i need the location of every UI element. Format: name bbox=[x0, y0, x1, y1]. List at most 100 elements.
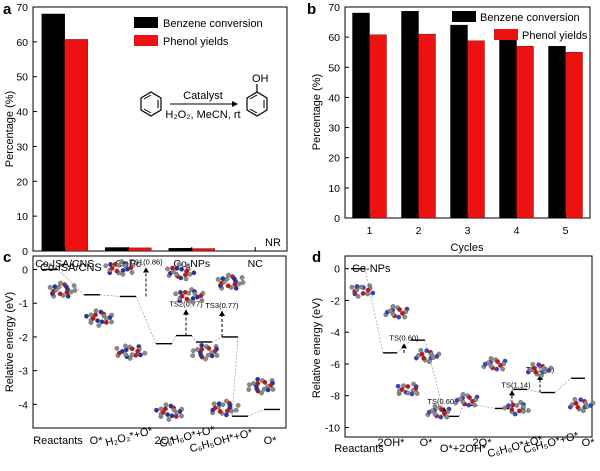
atom bbox=[498, 363, 503, 368]
atom bbox=[430, 355, 436, 360]
xtick-label: 2O* bbox=[473, 437, 493, 449]
atom bbox=[516, 408, 522, 414]
ytick-label: 0 bbox=[334, 213, 340, 225]
atom bbox=[584, 404, 590, 409]
bar-phenol-yield bbox=[565, 52, 583, 219]
ytick-label: -4 bbox=[19, 399, 28, 411]
atom bbox=[400, 311, 405, 316]
atom bbox=[572, 397, 578, 402]
atom bbox=[191, 270, 197, 276]
connector-line bbox=[247, 409, 265, 417]
atom bbox=[355, 294, 361, 299]
ytick-label: 60 bbox=[16, 37, 28, 49]
atom bbox=[179, 413, 184, 419]
bar-benzene-conversion bbox=[499, 30, 517, 219]
atom bbox=[163, 406, 168, 412]
atom bbox=[224, 276, 230, 282]
connector-line bbox=[231, 336, 239, 417]
atom bbox=[402, 314, 408, 320]
atom bbox=[220, 402, 226, 408]
atom bbox=[93, 312, 98, 318]
sheet-2o-icon bbox=[154, 402, 185, 422]
atom bbox=[174, 271, 179, 277]
atom bbox=[187, 272, 193, 277]
bar-benzene-conversion bbox=[352, 12, 370, 219]
atom bbox=[72, 288, 78, 293]
atom bbox=[103, 320, 109, 325]
atom bbox=[160, 409, 166, 415]
atom bbox=[390, 304, 396, 309]
connector-line bbox=[135, 296, 157, 344]
atom bbox=[173, 414, 179, 419]
bar-phenol-yield bbox=[467, 40, 485, 219]
sheet-c6h6o-icon bbox=[190, 343, 220, 362]
legend-swatch-phenol bbox=[134, 35, 158, 46]
atom bbox=[116, 262, 122, 268]
ytick-label: -2 bbox=[19, 332, 28, 344]
ytick-label: -3 bbox=[19, 366, 28, 378]
atom bbox=[521, 409, 526, 414]
atom bbox=[442, 411, 447, 416]
ts-label: TS3(0.77) bbox=[205, 301, 239, 310]
atom bbox=[165, 412, 170, 417]
atom bbox=[58, 280, 63, 286]
ytick-label: 60 bbox=[328, 32, 340, 44]
atom bbox=[427, 359, 432, 365]
atom bbox=[108, 262, 113, 267]
legend-label-benzene: Benzene conversion bbox=[163, 18, 263, 30]
panel-d-energy-profile: TS(0.60) TS(0.60) TS(1.14) TS(1.11) bbox=[351, 268, 585, 418]
atom bbox=[84, 313, 89, 319]
atom bbox=[365, 291, 370, 297]
ts-label: TS1(0.86) bbox=[129, 257, 163, 266]
panel-d: d Relative energy (eV) Co-NPs 0 -2 -4 -6 -8 -… bbox=[311, 249, 596, 460]
panel-c-energy-profile: TS1(0.86) TS2(0.77) TS3(0.77) bbox=[42, 257, 280, 417]
atom bbox=[119, 349, 125, 354]
atom bbox=[225, 408, 230, 414]
sheet-c6h5oh-icon bbox=[210, 398, 241, 418]
atom bbox=[103, 263, 109, 269]
atom bbox=[270, 387, 276, 392]
atom bbox=[255, 377, 261, 382]
atom bbox=[542, 369, 548, 374]
panel-c: c Relative energy (eV) Co-ISA/CNS 0 -1 -2 -… bbox=[3, 249, 287, 455]
atom bbox=[229, 408, 234, 414]
connector-line bbox=[171, 335, 177, 344]
panel-c-ylabel: Relative energy (eV) bbox=[4, 292, 16, 392]
atom bbox=[120, 268, 126, 273]
xtick-label: 2OH* bbox=[378, 437, 406, 449]
atom bbox=[235, 403, 241, 408]
atom bbox=[64, 289, 70, 295]
ts-label: TS(1.14) bbox=[501, 380, 531, 389]
atom bbox=[198, 352, 204, 358]
bar-benzene-conversion bbox=[41, 13, 65, 252]
bar-phenol-yield bbox=[418, 33, 436, 219]
atom bbox=[530, 362, 536, 367]
atom bbox=[88, 312, 94, 318]
atom bbox=[390, 311, 396, 317]
atom bbox=[533, 369, 539, 375]
atom bbox=[439, 407, 444, 412]
atom bbox=[135, 348, 141, 354]
ytick-label: 50 bbox=[328, 62, 340, 74]
connector-line bbox=[458, 405, 464, 417]
ytick-label: 0 bbox=[22, 246, 28, 258]
xtick-label: O* bbox=[582, 437, 596, 449]
atom bbox=[360, 291, 366, 296]
legend-swatch-phenol bbox=[494, 29, 518, 40]
atom bbox=[521, 404, 526, 410]
xtick-label: O* bbox=[264, 435, 278, 447]
atom bbox=[506, 403, 511, 409]
atom bbox=[354, 284, 360, 289]
atom bbox=[432, 411, 438, 417]
xtick-label: Co-ISA/CNS bbox=[35, 258, 94, 270]
ytick-label: 0 bbox=[22, 264, 28, 276]
atom bbox=[388, 308, 393, 314]
panel-b-bars bbox=[352, 11, 583, 219]
atom bbox=[581, 408, 586, 414]
atom bbox=[233, 285, 239, 291]
atom bbox=[414, 391, 420, 396]
atom bbox=[65, 293, 71, 299]
atom bbox=[114, 345, 120, 351]
atom bbox=[96, 323, 102, 328]
atom bbox=[467, 395, 472, 400]
